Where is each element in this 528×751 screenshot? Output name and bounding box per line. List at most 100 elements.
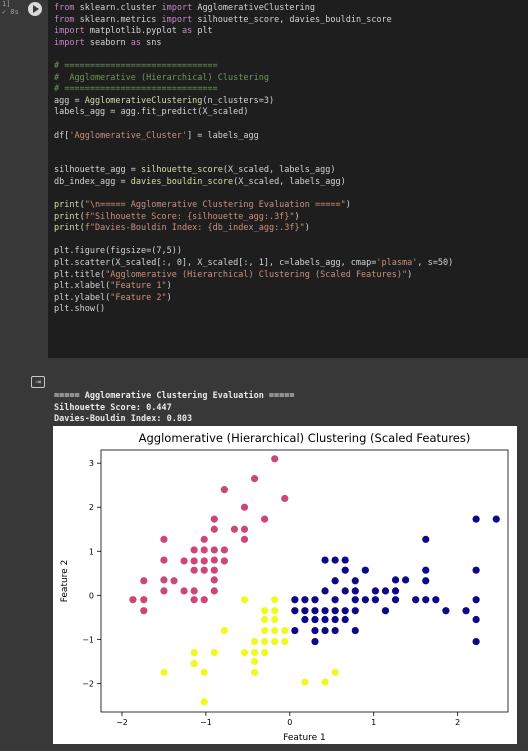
scatter-point <box>210 546 218 554</box>
code-line: # ============================== <box>54 84 218 95</box>
scatter-point <box>160 587 168 595</box>
scatter-point <box>291 607 299 615</box>
scatter-point <box>160 535 168 543</box>
scatter-point <box>271 596 279 604</box>
scatter-point <box>250 637 259 646</box>
code-line: labels_agg = agg.fit_predict(X_scaled) <box>54 107 249 118</box>
scatter-point <box>240 596 249 604</box>
scatter-point <box>432 596 440 604</box>
y-tick-label: 0 <box>89 591 94 600</box>
scatter-point <box>261 637 269 646</box>
scatter-point <box>281 626 289 635</box>
scatter-point <box>240 503 249 511</box>
scatter-point <box>321 587 329 595</box>
scatter-point <box>311 607 319 615</box>
scatter-point <box>351 577 359 585</box>
scatter-point <box>200 596 208 604</box>
scatter-point <box>250 648 259 657</box>
scatter-point <box>442 607 450 615</box>
x-axis-label: Feature 1 <box>283 733 326 743</box>
scatter-point <box>220 557 228 565</box>
code-line: from sklearn.cluster import Agglomerativ… <box>54 3 316 13</box>
scatter-point <box>250 668 259 676</box>
scatter-point <box>261 626 269 635</box>
scatter-point <box>250 657 259 665</box>
code-cell-editor[interactable]: from sklearn.cluster import Agglomerativ… <box>48 0 528 358</box>
code-line: df['Agglomerative_Cluster'] = labels_agg <box>54 130 259 141</box>
scatter-point <box>200 698 208 706</box>
scatter-point <box>240 535 249 543</box>
output-line: ===== Agglomerative Clustering Evaluatio… <box>54 391 295 401</box>
code-line: import seaborn as sns <box>54 37 162 48</box>
scatter-point <box>412 596 420 604</box>
scatter-point <box>160 556 168 564</box>
code-line: db_index_agg = davies_bouldin_score(X_sc… <box>54 176 346 187</box>
scatter-point <box>261 648 269 657</box>
output-toggle-icon[interactable]: ⇥ <box>31 376 45 388</box>
scatter-point <box>462 607 470 615</box>
scatter-point <box>200 566 208 574</box>
scatter-point <box>271 626 279 635</box>
scatter-point <box>261 515 269 523</box>
x-tick-label: −1 <box>200 718 212 727</box>
scatter-point <box>351 596 359 604</box>
scatter-point <box>210 648 218 657</box>
scatter-point <box>331 626 339 635</box>
scatter-point <box>271 455 279 463</box>
code-line: print(f"Silhouette Score: {silhouette_ag… <box>54 211 300 222</box>
x-tick-label: 2 <box>455 718 460 727</box>
scatter-point <box>381 607 390 615</box>
scatter-point <box>210 566 218 574</box>
scatter-point <box>321 607 329 615</box>
scatter-point <box>321 678 329 686</box>
scatter-point <box>170 577 178 585</box>
scatter-point <box>341 587 349 595</box>
scatter-point <box>271 615 279 624</box>
scatter-point <box>190 566 198 574</box>
code-line: plt.xlabel("Feature 1") <box>54 281 172 292</box>
scatter-point <box>301 607 309 615</box>
y-tick-label: −2 <box>82 679 94 688</box>
scatter-point <box>402 576 410 584</box>
scatter-point <box>422 566 430 574</box>
scatter-plot-figure: Agglomerative (Hierarchical) Clustering … <box>53 426 517 744</box>
scatter-point <box>331 668 339 676</box>
scatter-point <box>220 626 228 635</box>
run-cell-button[interactable] <box>28 2 42 16</box>
scatter-point <box>220 546 228 554</box>
scatter-point <box>261 607 269 615</box>
code-line: import matplotlib.pyplot as plt <box>54 26 213 37</box>
scatter-point <box>351 626 359 635</box>
scatter-point <box>190 587 198 595</box>
scatter-point <box>140 596 148 604</box>
code-line: from sklearn.metrics import silhouette_s… <box>54 14 392 25</box>
scatter-point <box>331 577 339 585</box>
scatter-point <box>190 648 198 657</box>
x-tick-label: 1 <box>371 718 376 727</box>
scatter-point <box>472 566 480 574</box>
scatter-point <box>311 615 319 624</box>
scatter-point <box>200 668 208 676</box>
scatter-point <box>160 668 168 676</box>
scatter-point <box>200 535 208 543</box>
scatter-point <box>240 648 249 657</box>
scatter-point <box>250 475 259 483</box>
scatter-point <box>261 615 269 624</box>
scatter-point <box>371 596 380 604</box>
code-content[interactable]: from sklearn.cluster import Agglomerativ… <box>54 3 453 316</box>
output-line: Davies-Bouldin Index: 0.803 <box>54 414 193 424</box>
code-line: agg = AgglomerativeClustering(n_clusters… <box>54 95 275 106</box>
y-tick-label: −1 <box>82 635 94 644</box>
scatter-point <box>230 525 239 533</box>
scatter-point <box>472 596 480 604</box>
code-line: silhouette_agg = silhouette_score(X_scal… <box>54 165 336 176</box>
scatter-point <box>210 587 218 595</box>
scatter-point <box>331 596 339 604</box>
scatter-point <box>351 587 359 595</box>
scatter-point <box>180 587 188 595</box>
scatter-point <box>291 626 299 635</box>
scatter-point <box>331 556 339 564</box>
scatter-point <box>240 525 249 533</box>
scatter-point <box>210 576 218 584</box>
y-axis-label: Feature 2 <box>60 560 70 603</box>
